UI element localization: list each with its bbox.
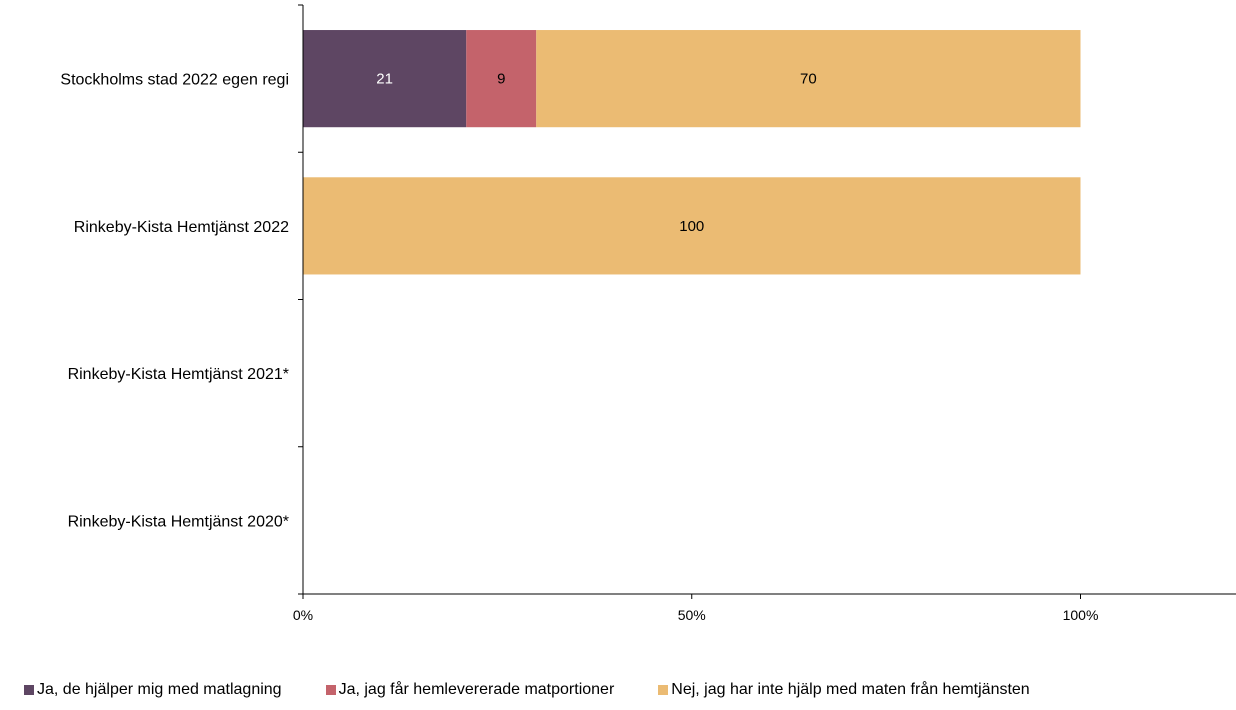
legend-label: Ja, de hjälper mig med matlagning	[37, 681, 282, 698]
data-label: 21	[376, 71, 393, 88]
bar-segment	[303, 30, 467, 128]
category-label: Rinkeby-Kista Hemtjänst 2022	[74, 219, 289, 236]
category-label: Rinkeby-Kista Hemtjänst 2021*	[68, 366, 289, 383]
legend-swatch	[658, 685, 669, 695]
x-tick-label: 100%	[1063, 607, 1099, 623]
x-tick-label: 50%	[678, 607, 706, 623]
bars-layer	[303, 30, 1081, 275]
legend-label: Nej, jag har inte hjälp med maten från h…	[671, 681, 1030, 698]
category-label: Rinkeby-Kista Hemtjänst 2020*	[68, 513, 289, 530]
bar-segment	[466, 30, 537, 128]
axes-layer: Stockholms stad 2022 egen regi Rinkeby-Ki…	[60, 4, 1236, 623]
legend-item: Ja, jag får hemlevererade matportioner	[325, 681, 615, 699]
legend-label: Ja, jag får hemlevererade matportioner	[338, 681, 615, 698]
data-label: 9	[497, 71, 505, 88]
legend-swatch	[24, 685, 34, 695]
bar-segment	[536, 30, 1081, 128]
legend-item: Nej, jag har inte hjälp med maten från h…	[658, 681, 1030, 699]
legend-swatch	[325, 685, 336, 695]
stacked-bar-chart: 21 9 70 100 Stockholms stad 2022 egen regi R…	[60, 4, 1236, 623]
legend: Ja, de hjälper mig med matlagning Ja, jag…	[24, 680, 1030, 700]
bar-segment	[303, 177, 1081, 275]
x-tick-label: 0%	[293, 607, 313, 623]
data-label: 70	[800, 71, 817, 88]
data-label: 100	[679, 218, 704, 235]
data-labels-layer: 21 9 70 100	[376, 71, 816, 235]
category-label: Stockholms stad 2022 egen regi	[60, 72, 289, 89]
legend-item: Ja, de hjälper mig med matlagning	[24, 681, 282, 699]
